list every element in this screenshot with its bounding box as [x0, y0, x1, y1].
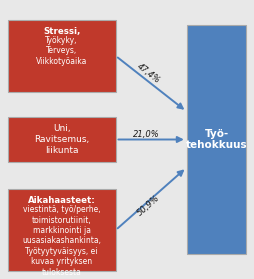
FancyBboxPatch shape	[8, 117, 116, 162]
FancyBboxPatch shape	[8, 20, 116, 92]
Text: 21,0%: 21,0%	[133, 130, 160, 139]
FancyBboxPatch shape	[187, 25, 246, 254]
Text: 50,9%: 50,9%	[136, 193, 162, 217]
Text: 47,4%: 47,4%	[135, 62, 162, 86]
Text: Työ-
tehokkuus: Työ- tehokkuus	[186, 129, 247, 150]
Text: Uni,
Ravitsemus,
liikunta: Uni, Ravitsemus, liikunta	[34, 124, 89, 155]
Text: Stressi,: Stressi,	[43, 27, 80, 35]
FancyBboxPatch shape	[8, 189, 116, 271]
Text: Aikahaasteet:: Aikahaasteet:	[28, 196, 96, 205]
Text: Työkyky,
Terveys,
Viikkotyöaika: Työkyky, Terveys, Viikkotyöaika	[36, 36, 87, 66]
Text: viestintä, työ/perhe,
toimistorutiinit,
markkinointi ja
uusasiakashankinta,
Työt: viestintä, työ/perhe, toimistorutiinit, …	[22, 205, 101, 276]
